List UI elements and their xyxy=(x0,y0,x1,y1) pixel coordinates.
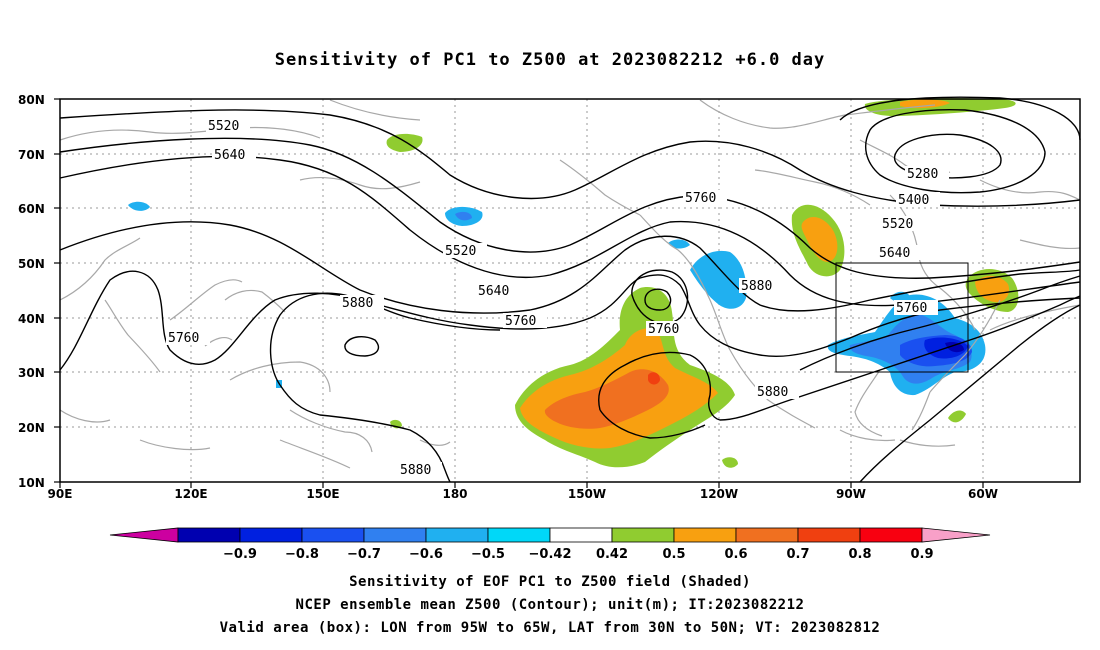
positive-area-pacific-dark xyxy=(544,369,669,429)
contour-label: 5760 xyxy=(648,322,679,337)
contour-label: 5640 xyxy=(214,148,245,163)
lat-label: 10N xyxy=(18,476,45,490)
contour-label: 5280 xyxy=(907,167,938,182)
colorbar-tick-label: −0.7 xyxy=(347,547,381,562)
colorbar-tick-label: 0.6 xyxy=(724,547,747,562)
positive-area-caribbean xyxy=(948,410,966,423)
lat-label: 30N xyxy=(18,366,45,380)
colorbar-tick-label: 0.8 xyxy=(848,547,871,562)
contour-label: 5880 xyxy=(757,385,788,400)
contour-label: 5640 xyxy=(478,284,509,299)
colorbar-tick-label: 0.7 xyxy=(786,547,809,562)
contour-label: 5520 xyxy=(882,217,913,232)
positive-area-arctic-orange xyxy=(900,99,950,109)
contour-label: 5640 xyxy=(879,246,910,261)
contour-label: 5880 xyxy=(741,279,772,294)
colorbar-bin xyxy=(363,527,427,543)
colorbar-tick-label: 0.5 xyxy=(662,547,685,562)
footer-line-2: NCEP ensemble mean Z500 (Contour); unit(… xyxy=(295,597,805,613)
colorbar-bin xyxy=(177,527,241,543)
colorbar-bin xyxy=(797,527,861,543)
map-title: Sensitivity of PC1 to Z500 at 2023082212… xyxy=(274,50,826,70)
colorbar-tick-label: −0.42 xyxy=(529,547,572,562)
axis-ticks xyxy=(54,98,984,488)
valid-area-box xyxy=(835,262,969,373)
lat-label: 50N xyxy=(18,257,45,271)
lat-label: 70N xyxy=(18,148,45,162)
lon-label: 120E xyxy=(174,487,207,501)
colorbar-bin xyxy=(673,527,737,543)
colorbar-tick-label: −0.6 xyxy=(409,547,443,562)
lat-label: 40N xyxy=(18,312,45,326)
positive-area-mexico xyxy=(722,457,738,468)
colorbar-bin xyxy=(425,527,489,543)
lon-label: 150W xyxy=(568,487,606,501)
lon-label: 90W xyxy=(836,487,866,501)
lon-label: 60W xyxy=(968,487,998,501)
colorbar-bin xyxy=(859,527,923,543)
colorbar-bin xyxy=(549,527,613,543)
contour-label: 5520 xyxy=(208,119,239,134)
contour-label: 5880 xyxy=(342,296,373,311)
colorbar-bin xyxy=(735,527,799,543)
colorbar-tick-label: −0.8 xyxy=(285,547,319,562)
contour-label: 5760 xyxy=(505,314,536,329)
lon-label: 150E xyxy=(306,487,339,501)
colorbar-bin xyxy=(301,527,365,543)
colorbar-tick-label: −0.5 xyxy=(471,547,505,562)
colorbar-bin xyxy=(487,527,551,543)
lat-label: 20N xyxy=(18,421,45,435)
colorbar-tick-label: 0.9 xyxy=(910,547,933,562)
contour-label: 5400 xyxy=(898,193,929,208)
positive-area-pacific-red xyxy=(648,372,660,385)
negative-area-bering-dark xyxy=(455,211,472,221)
contour-labels: 5520 5640 5520 5640 5760 5880 5760 5760 … xyxy=(166,118,949,478)
colorbar-below-triangle xyxy=(109,527,179,543)
lat-label: 80N xyxy=(18,93,45,107)
positive-area-canada-orange xyxy=(801,217,838,262)
footer-line-3: Valid area (box): LON from 95W to 65W, L… xyxy=(219,620,881,636)
negative-area-westcoast2 xyxy=(668,239,690,249)
colorbar-tick-label: −0.9 xyxy=(223,547,257,562)
negative-area-westcoast xyxy=(690,250,747,309)
contour-label: 5760 xyxy=(896,301,927,316)
contour-label: 5520 xyxy=(445,244,476,259)
colorbar-above-triangle xyxy=(921,527,991,543)
contour-label: 5880 xyxy=(400,463,431,478)
contour-label: 5760 xyxy=(168,331,199,346)
negative-area-japan xyxy=(128,201,150,211)
colorbar-bin xyxy=(239,527,303,543)
longitude-labels: 90E 120E 150E 180 150W 120W 90W 60W xyxy=(48,487,998,501)
sensitivity-shading xyxy=(128,98,1019,468)
negative-area-east-deep xyxy=(945,341,964,353)
lat-label: 60N xyxy=(18,202,45,216)
negative-area-ne xyxy=(890,291,910,302)
map-frame xyxy=(59,98,1081,483)
contour-label: 5760 xyxy=(685,191,716,206)
colorbar: −0.9 −0.8 −0.7 −0.6 −0.5 −0.42 0.42 0.5 0.6 0.7 0.… xyxy=(109,527,991,562)
lon-label: 90E xyxy=(48,487,73,501)
lon-label: 180 xyxy=(442,487,467,501)
colorbar-tick-label: 0.42 xyxy=(596,547,628,562)
lon-label: 120W xyxy=(700,487,738,501)
colorbar-bin xyxy=(611,527,675,543)
footer-line-1: Sensitivity of EOF PC1 to Z500 field (Sh… xyxy=(349,574,751,590)
latitude-labels: 80N 70N 60N 50N 40N 30N 20N 10N xyxy=(18,93,45,490)
